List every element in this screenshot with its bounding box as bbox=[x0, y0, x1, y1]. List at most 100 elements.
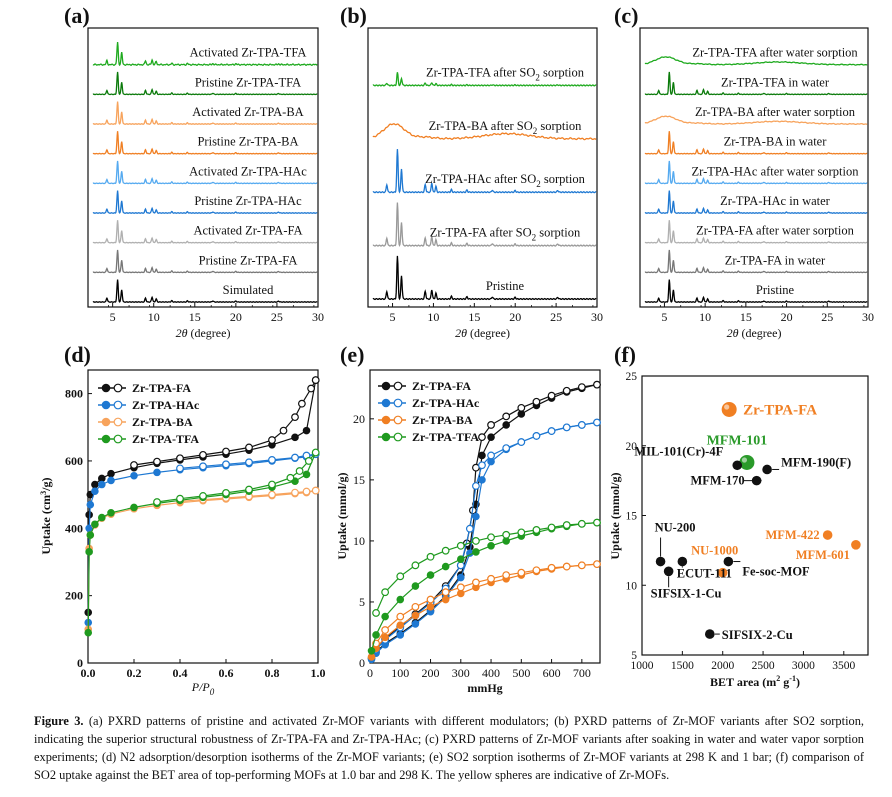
adsorption-line bbox=[87, 452, 317, 633]
desorption-point bbox=[547, 523, 556, 532]
desorption-point bbox=[381, 626, 390, 634]
label-part: Zr-TPA-TFA after SO bbox=[426, 65, 535, 79]
pxrd-trace bbox=[644, 131, 868, 155]
adsorption-point bbox=[98, 480, 106, 489]
c-panel-label: (c) bbox=[614, 3, 638, 28]
legend-marker-open bbox=[393, 381, 403, 391]
y-tick-label: 0 bbox=[77, 656, 83, 670]
y-tick-label: 20 bbox=[626, 441, 638, 453]
x-tick-label: 2000 bbox=[711, 660, 734, 672]
pxrd-trace bbox=[92, 42, 318, 67]
desorption-point bbox=[153, 498, 161, 506]
desorption-point bbox=[311, 486, 320, 495]
pxrd-trace bbox=[372, 72, 597, 87]
sphere-highlight bbox=[724, 404, 730, 410]
series-label: Zr-TPA-FA in water bbox=[725, 253, 826, 267]
x-tick-label: 1500 bbox=[671, 660, 694, 672]
desorption-point bbox=[222, 447, 230, 456]
pxrd-trace bbox=[644, 249, 868, 274]
desorption-point bbox=[291, 453, 299, 462]
xlabel-symbol: 2θ bbox=[176, 326, 191, 340]
b-xlabel: 2θ (degree) bbox=[455, 326, 510, 340]
x-tick-label: 20 bbox=[509, 310, 521, 324]
desorption-point bbox=[593, 518, 601, 527]
adsorption-point bbox=[91, 480, 99, 489]
desorption-point bbox=[199, 450, 207, 459]
data-point bbox=[822, 530, 833, 540]
b-panel-label: (b) bbox=[340, 3, 367, 28]
x-tick-label: 30 bbox=[591, 310, 603, 324]
desorption-point bbox=[487, 533, 495, 542]
adsorption-point bbox=[98, 513, 106, 522]
desorption-point bbox=[547, 427, 556, 435]
adsorption-point bbox=[396, 595, 405, 604]
series-label: Zr-TPA-BA in water bbox=[724, 135, 828, 149]
x-tick-label: 30 bbox=[862, 310, 874, 324]
data-point bbox=[677, 556, 688, 567]
panel-a: (a) 5 10 15 20 25 30 2θ (degree) Activated Zr-TP… bbox=[64, 3, 324, 340]
label-subscript: 2 bbox=[535, 72, 540, 82]
legend-marker-filled bbox=[101, 417, 111, 427]
legend-marker-filled bbox=[101, 434, 111, 444]
pxrd-trace bbox=[644, 56, 868, 66]
xlabel-unit: (degree) bbox=[470, 326, 510, 340]
xlabel-symbol: 2θ bbox=[455, 326, 470, 340]
adsorption-line bbox=[370, 563, 598, 658]
adsorption-point bbox=[302, 470, 311, 479]
point-label: Fe-soc-MOF bbox=[742, 565, 810, 579]
adsorption-point bbox=[84, 628, 93, 637]
data-point bbox=[732, 460, 743, 471]
pxrd-trace bbox=[92, 220, 318, 244]
desorption-point bbox=[502, 444, 511, 453]
adsorption-point bbox=[396, 631, 405, 639]
adsorption-point bbox=[478, 476, 486, 484]
y-tick-label: 5 bbox=[631, 650, 637, 662]
desorption-point bbox=[426, 552, 435, 561]
pxrd-trace bbox=[644, 190, 868, 214]
x-tick-label: 200 bbox=[422, 666, 440, 680]
desorption-point bbox=[532, 432, 541, 440]
desorption-point bbox=[456, 541, 465, 550]
desorption-point bbox=[268, 456, 276, 464]
desorption-point bbox=[411, 602, 420, 611]
desorption-point bbox=[472, 482, 480, 490]
desorption-point bbox=[487, 451, 495, 460]
desorption-point bbox=[465, 524, 474, 533]
adsorption-point bbox=[381, 612, 389, 621]
desorption-point bbox=[472, 537, 480, 545]
label-subscript: 2 bbox=[533, 126, 538, 136]
legend-marker-open bbox=[393, 398, 403, 408]
desorption-point bbox=[268, 436, 276, 444]
adsorption-point bbox=[472, 512, 480, 521]
series-label: Pristine Zr-TPA-FA bbox=[199, 253, 298, 267]
x-tick-label: 25 bbox=[550, 310, 562, 324]
x-tick-label: 500 bbox=[512, 666, 530, 680]
desorption-point bbox=[245, 443, 253, 452]
pxrd-trace bbox=[644, 71, 868, 96]
desorption-point bbox=[487, 421, 495, 429]
panel-e: (e) 0 100 200 300 400 500 600 700 0 5 10 15 20 Zr-TPA-… bbox=[335, 342, 601, 695]
desorption-point bbox=[291, 488, 299, 497]
x-tick-label: 15 bbox=[189, 310, 201, 324]
desorption-point bbox=[577, 421, 586, 429]
point-label: MFM-601 bbox=[796, 548, 850, 562]
desorption-point bbox=[577, 561, 586, 570]
desorption-point bbox=[517, 568, 526, 577]
desorption-point bbox=[478, 433, 486, 442]
y-tick-label: 400 bbox=[65, 521, 83, 535]
a-xlabel: 2θ (degree) bbox=[176, 326, 231, 340]
pxrd-trace bbox=[644, 115, 868, 126]
ylabel-part: Uptake (cm bbox=[39, 495, 53, 555]
adsorption-point bbox=[153, 468, 161, 477]
caption-label: Figure 3. bbox=[34, 714, 84, 728]
series-label: Zr-TPA-TFA after water sorption bbox=[692, 46, 858, 60]
data-point bbox=[705, 629, 715, 639]
point-label: MFM-422 bbox=[765, 528, 819, 542]
label-part: sorption bbox=[540, 65, 585, 79]
desorption-point bbox=[381, 588, 390, 597]
adsorption-point bbox=[291, 433, 299, 442]
pxrd-trace bbox=[372, 123, 597, 141]
desorption-point bbox=[502, 530, 511, 539]
desorption-point bbox=[562, 423, 571, 432]
